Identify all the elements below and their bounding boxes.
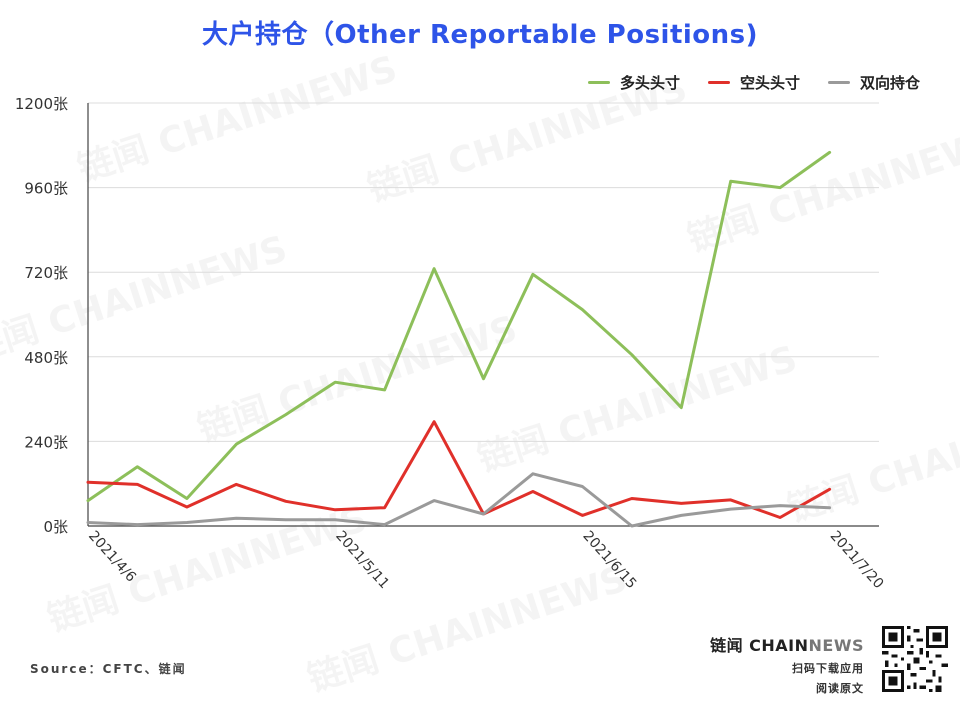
legend-swatch-short bbox=[707, 81, 730, 84]
brand-block: 链闻 CHAINNEWS 扫码下载应用 阅读原文 bbox=[710, 632, 864, 696]
legend-swatch-long bbox=[587, 81, 610, 84]
legend-item-short: 空头头寸 bbox=[707, 72, 800, 93]
brand-download-text: 扫码下载应用 bbox=[792, 662, 864, 675]
qr-code-icon[interactable] bbox=[882, 626, 948, 692]
y-tick-label: 240张 bbox=[24, 433, 68, 451]
chart-legend: 多头头寸 空头头寸 双向持仓 bbox=[587, 72, 920, 93]
x-tick-label: 2021/4/6 bbox=[85, 528, 139, 586]
legend-label-spread: 双向持仓 bbox=[859, 74, 920, 92]
y-tick-label: 0张 bbox=[43, 518, 68, 536]
brand-name-accent: NEWS bbox=[808, 636, 864, 655]
y-tick-label: 960张 bbox=[24, 180, 68, 198]
x-tick-label: 2021/5/11 bbox=[332, 528, 392, 592]
legend-item-spread: 双向持仓 bbox=[827, 72, 920, 93]
source-note: Source：CFTC、链闻 bbox=[30, 662, 187, 676]
x-tick-label: 2021/6/15 bbox=[579, 528, 639, 592]
series-line-2 bbox=[86, 472, 832, 528]
brand-logo: 链闻 CHAINNEWS bbox=[710, 632, 864, 656]
legend-label-short: 空头头寸 bbox=[739, 74, 800, 92]
legend-swatch-spread bbox=[827, 81, 850, 84]
legend-item-long: 多头头寸 bbox=[587, 72, 680, 93]
chart-title: 大户持仓（Other Reportable Positions) bbox=[201, 20, 759, 50]
y-tick-label: 480张 bbox=[24, 349, 68, 367]
y-tick-label: 1200张 bbox=[15, 95, 68, 113]
legend-label-long: 多头头寸 bbox=[619, 74, 680, 92]
x-tick-label: 2021/7/20 bbox=[827, 528, 887, 592]
series-line-0 bbox=[86, 150, 832, 503]
brand-read-text: 阅读原文 bbox=[816, 682, 864, 695]
brand-name-main: 链闻 CHAIN bbox=[710, 636, 809, 655]
y-tick-label: 720张 bbox=[24, 264, 68, 282]
series-line-1 bbox=[86, 420, 832, 519]
